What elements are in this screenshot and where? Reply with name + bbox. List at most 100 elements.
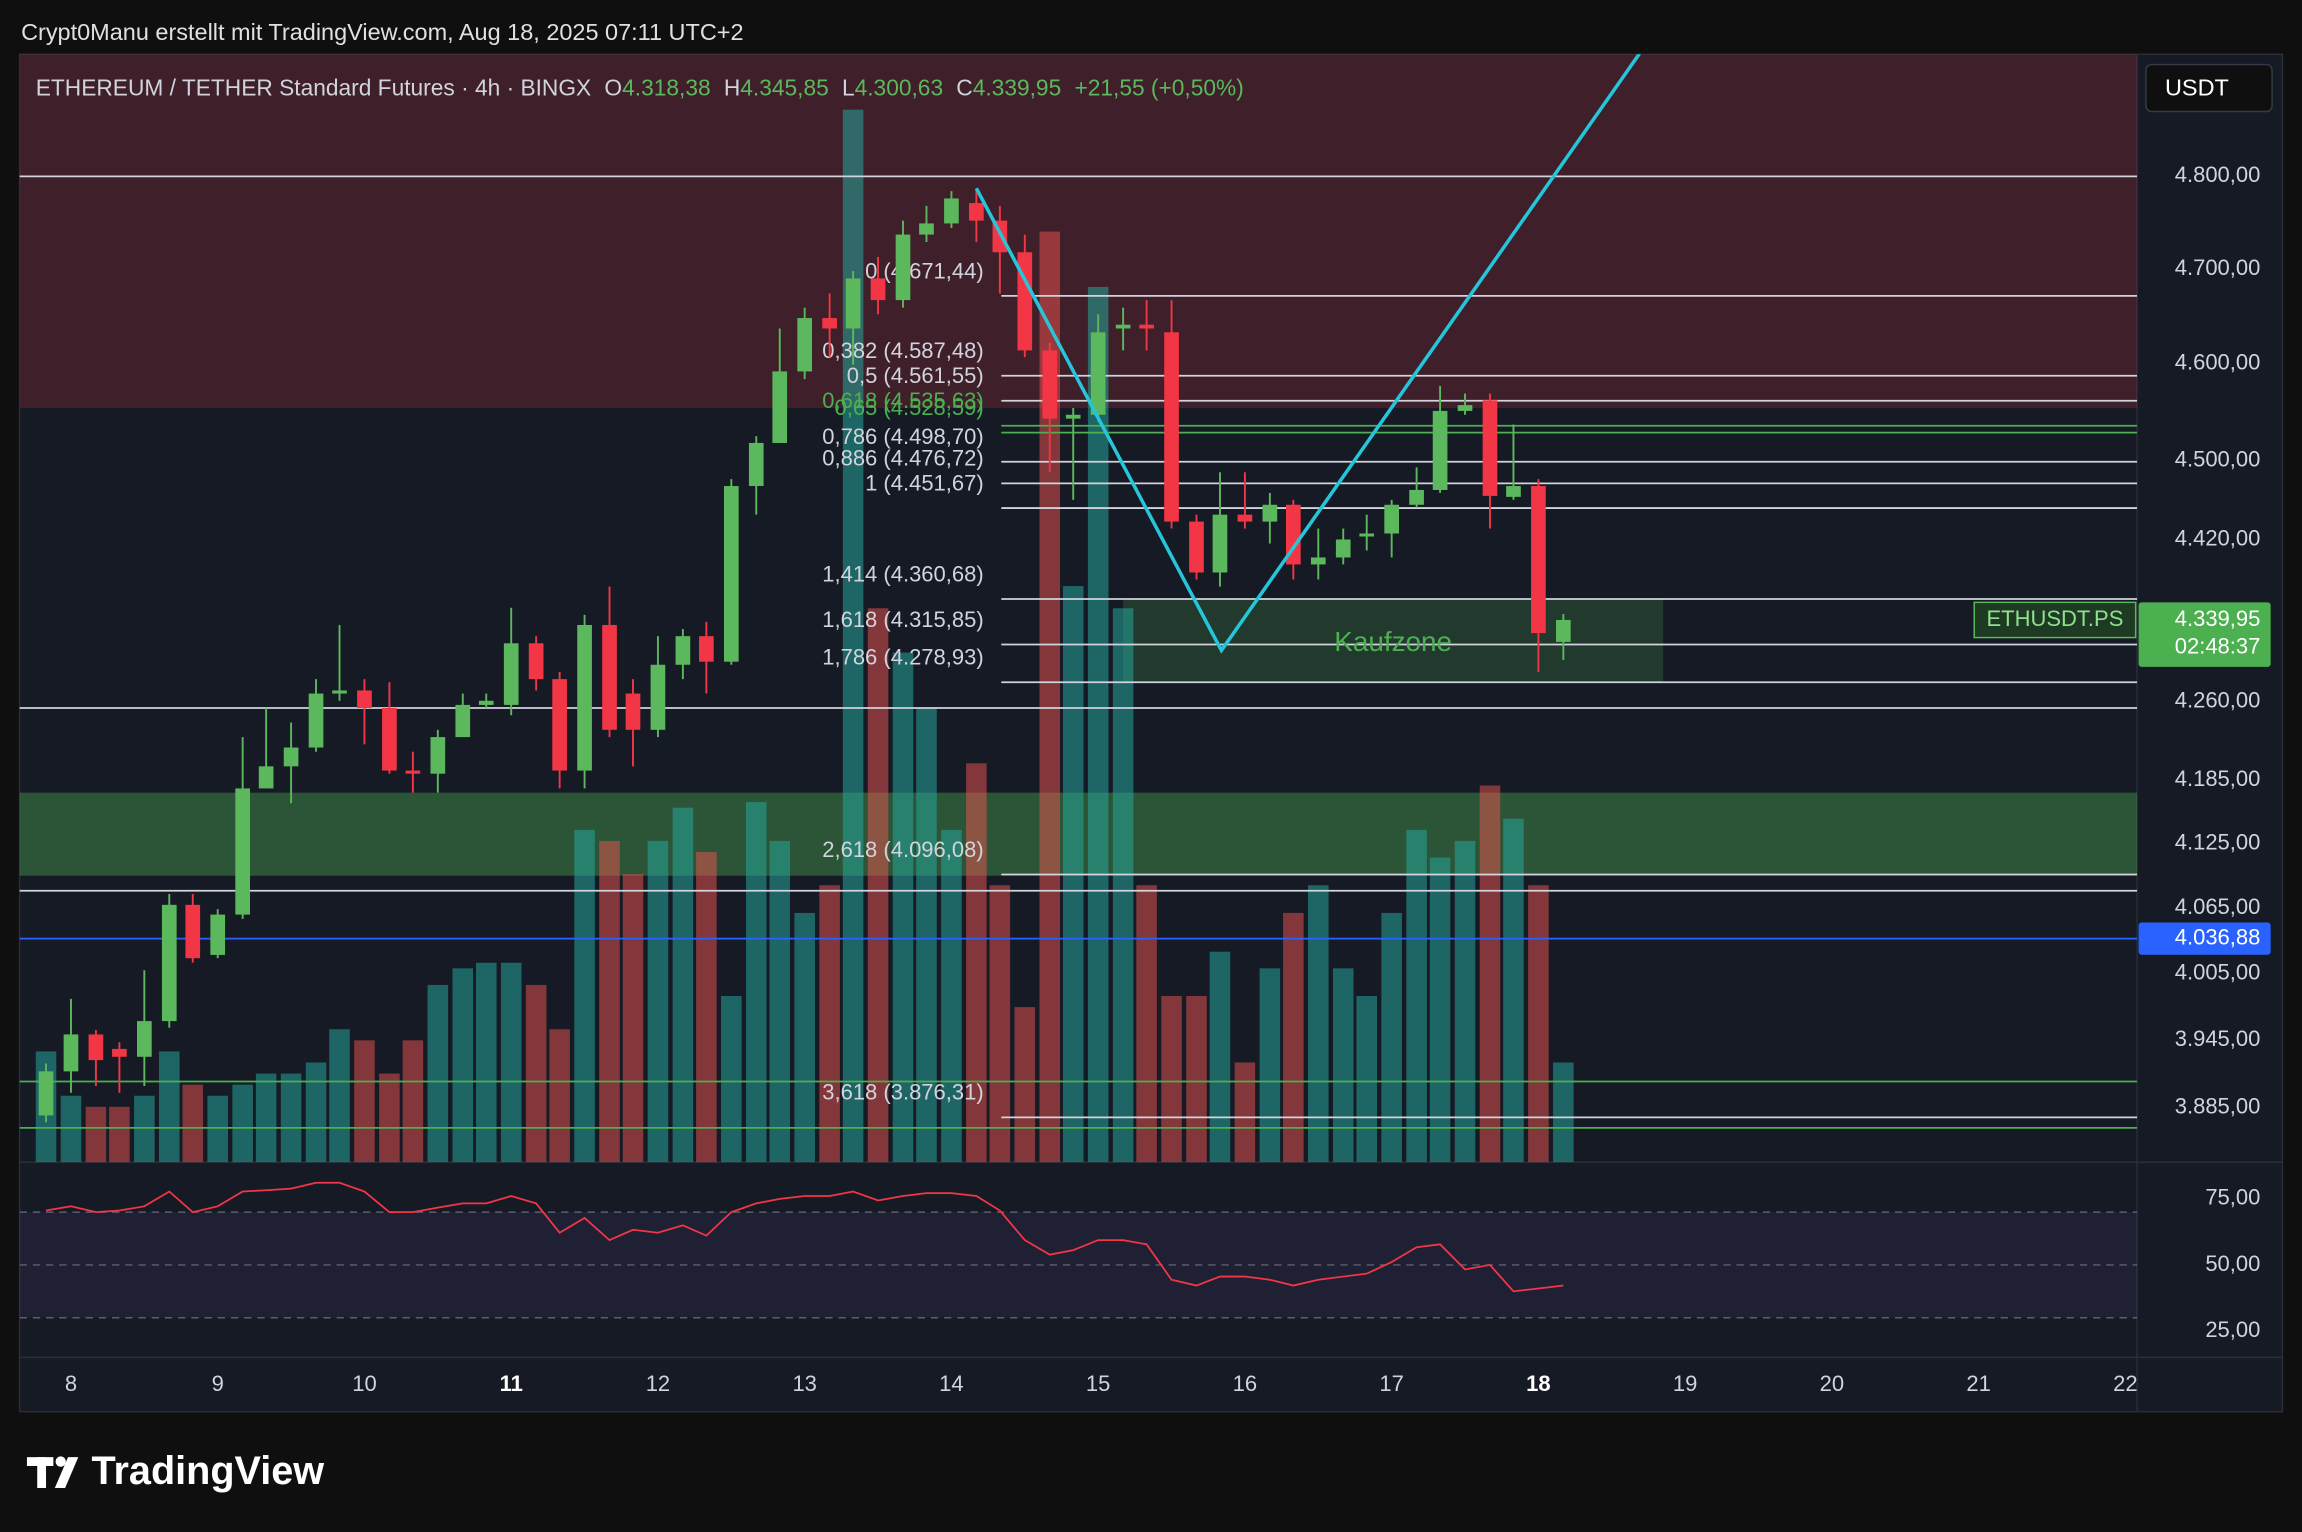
volume-bar <box>475 962 497 1163</box>
currency: USDT <box>2165 75 2229 101</box>
candle-body <box>675 636 691 665</box>
candle-body <box>308 693 324 748</box>
volume-bar <box>916 707 937 1163</box>
fib-label: 1,414 (4.360,68) <box>822 561 983 586</box>
volume-bar <box>159 1051 180 1163</box>
volume-bar <box>182 1084 204 1163</box>
fib-label: 1 (4.451,67) <box>865 470 984 495</box>
volume-bar <box>1406 829 1427 1163</box>
volume-bar <box>60 1095 82 1163</box>
x-tick-label: 11 <box>500 1371 523 1396</box>
price-pane: 0 (4.671,44)0,382 (4.587,48)0,5 (4.561,5… <box>19 54 2138 1163</box>
zone <box>1123 598 1664 683</box>
candle-body <box>1286 504 1301 565</box>
pattern-line <box>974 54 1642 654</box>
volume-bar <box>1479 785 1501 1163</box>
x-tick-label: 8 <box>65 1371 77 1396</box>
candle-body <box>577 624 592 771</box>
candle-body <box>185 904 201 959</box>
y-tick-label: 4.065,00 <box>2175 894 2261 919</box>
volume-bar <box>134 1095 155 1163</box>
candle-body <box>845 278 861 329</box>
volume-bar <box>1429 857 1451 1163</box>
volume-bar <box>574 829 595 1163</box>
candle-body <box>1090 332 1106 415</box>
volume-bar <box>1136 885 1157 1163</box>
volume-bar <box>1553 1062 1574 1163</box>
header-part: 4.300,63 <box>855 75 944 101</box>
candle-body <box>723 486 739 662</box>
y-tick-label: 3.885,00 <box>2175 1093 2261 1118</box>
candle-body <box>112 1048 127 1057</box>
symbol-tag-label: ETHUSDT.PS <box>1986 606 2123 631</box>
header-part: 4.318,38 <box>622 75 711 101</box>
volume-bar <box>1112 608 1134 1163</box>
candle-body <box>1457 405 1473 411</box>
fib-label: 0,382 (4.587,48) <box>822 338 983 363</box>
volume-bar <box>1014 1007 1036 1163</box>
volume-bar <box>966 763 987 1163</box>
volume-bar <box>622 874 644 1163</box>
y-tick-label: 4.005,00 <box>2175 959 2261 984</box>
credit: Crypt0Manu erstellt mit TradingView.com,… <box>21 19 743 45</box>
rsi-tick-label: 25,00 <box>2205 1317 2260 1342</box>
y-tick-label: 4.700,00 <box>2175 255 2261 280</box>
candle-body <box>919 223 934 235</box>
fib-label: 0,886 (4.476,72) <box>822 446 983 471</box>
candle-body <box>870 278 886 301</box>
volume-bar <box>1234 1062 1256 1163</box>
header-part: +21,55 (+0,50%) <box>1074 75 1243 101</box>
volume-bar <box>867 608 889 1163</box>
y-tick-label: 3.945,00 <box>2175 1026 2261 1051</box>
volume-bar <box>1381 912 1402 1163</box>
x-tick-label: 14 <box>939 1371 963 1396</box>
header-part: H <box>724 75 740 101</box>
candle-body <box>1189 521 1204 573</box>
volume-bar <box>842 109 864 1163</box>
candle-body <box>895 234 911 301</box>
currency-box <box>2145 63 2273 113</box>
countdown: 02:48:37 <box>2175 634 2261 659</box>
volume-bar <box>329 1029 350 1163</box>
fib-label: 0,5 (4.561,55) <box>847 363 984 388</box>
candle-body <box>38 1071 54 1116</box>
candle-body <box>1115 324 1131 329</box>
volume-bar <box>255 1073 277 1163</box>
candle-body <box>332 690 347 694</box>
volume-bar <box>85 1106 107 1163</box>
volume-bar <box>500 962 522 1163</box>
x-tick-label: 20 <box>1820 1371 1844 1396</box>
candle-body <box>602 624 617 730</box>
x-tick-label: 17 <box>1379 1371 1403 1396</box>
candle-body <box>357 690 372 709</box>
candle-body <box>625 693 641 730</box>
volume-bar <box>305 1062 327 1163</box>
volume-bar <box>402 1040 424 1163</box>
header-part: 4.345,85 <box>740 75 829 101</box>
fib-label: 1,786 (4.278,93) <box>822 645 983 670</box>
x-tick-label: 21 <box>1966 1371 1990 1396</box>
fib-label: 1,618 (4.315,85) <box>822 607 983 632</box>
volume-bar <box>672 807 694 1163</box>
candle-body <box>748 442 764 487</box>
x-tick-label: 15 <box>1086 1371 1110 1396</box>
candle-body <box>1237 514 1253 522</box>
candle-body <box>699 636 714 662</box>
candle-body <box>552 679 567 771</box>
volume-bar <box>599 840 620 1163</box>
x-tick-label: 16 <box>1233 1371 1257 1396</box>
candle-body <box>235 788 250 915</box>
volume-bar <box>109 1106 130 1163</box>
last-price-tag <box>2138 602 2271 667</box>
volume-bar <box>892 652 914 1163</box>
volume-bar <box>989 885 1011 1163</box>
candle-body <box>1310 557 1326 565</box>
candle-body <box>650 664 666 730</box>
volume-bar <box>1283 912 1304 1163</box>
candle-body <box>1482 400 1498 496</box>
y-tick-label: 4.125,00 <box>2175 829 2261 854</box>
x-tick-label: 12 <box>646 1371 670 1396</box>
y-tick-label: 4.420,00 <box>2175 525 2261 550</box>
